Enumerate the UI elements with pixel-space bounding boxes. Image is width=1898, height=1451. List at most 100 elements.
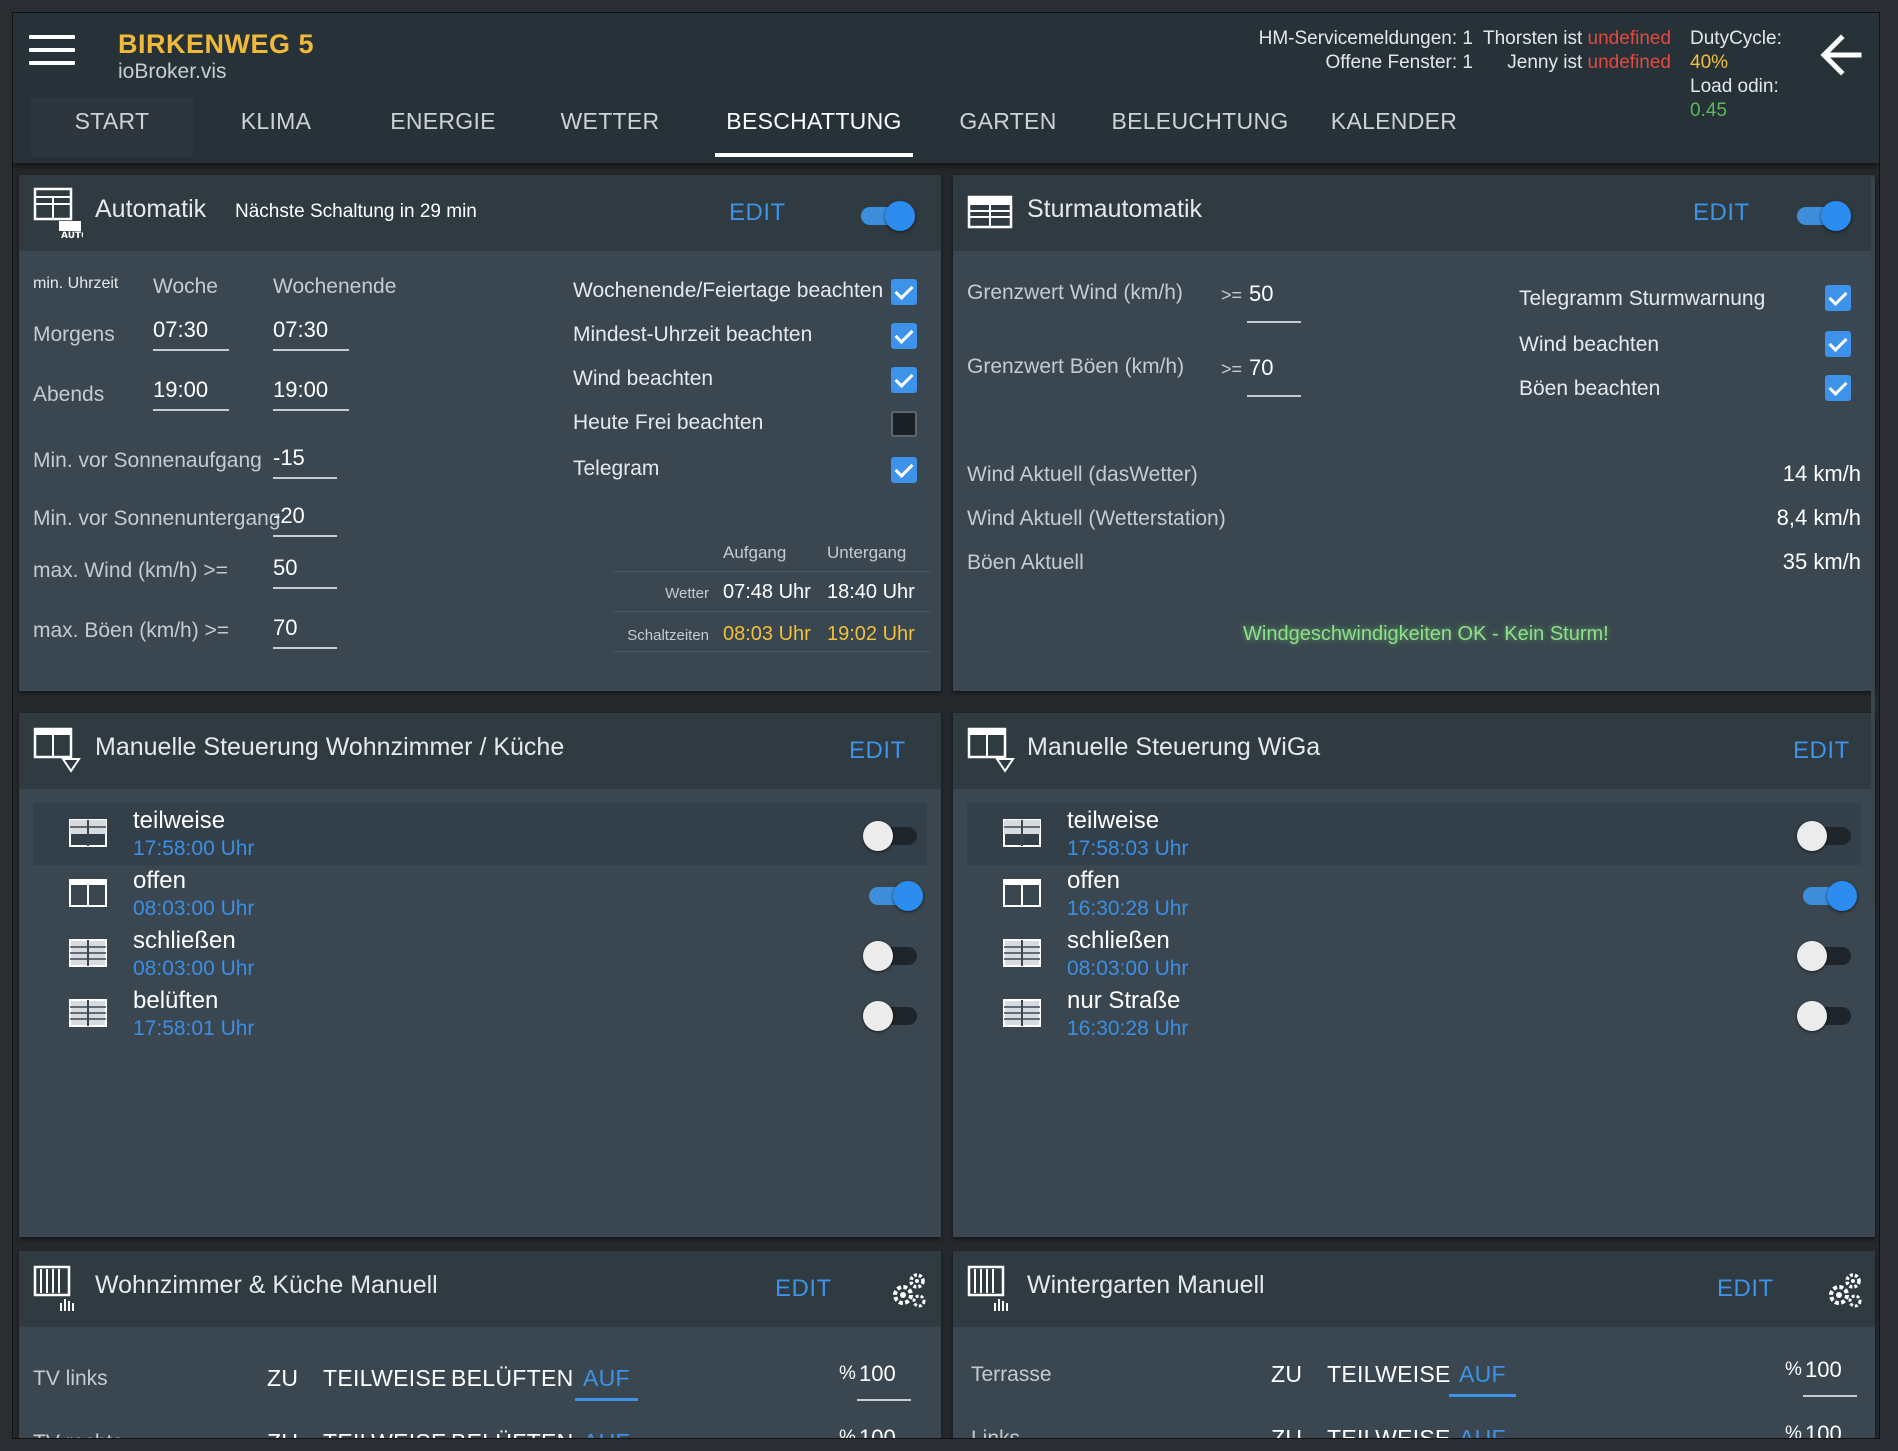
manual-wz-toggle-offen[interactable] [865,879,923,911]
open-windows-text: Offene Fenster: 1 [1325,52,1473,73]
wg-row-btn-teilweise[interactable]: TEILWEISE [1327,1425,1451,1439]
wg-row-btn-zu[interactable]: ZU [1271,1425,1303,1439]
manual-wiga-row-highlight [967,803,1861,865]
wg-row-pct-input[interactable]: 100 [1805,1421,1842,1439]
wz-row-label: TV links [33,1367,108,1390]
load-value: 0.45 [1690,100,1727,121]
next-switch-note: Nächste Schaltung in 29 min [235,201,477,222]
manual-wiga-toggle-teilweise[interactable] [1797,819,1855,851]
weather-row-label: Wetter [665,585,709,602]
wind-limit-label: Grenzwert Wind (km/h) [967,281,1183,304]
wz-row-btn-auf[interactable]: AUF [575,1365,638,1401]
max-wind-input[interactable]: 50 [273,555,298,580]
manual-wz-edit-button[interactable]: EDIT [849,737,906,764]
automatik-toggle[interactable] [857,199,915,231]
scrollbar[interactable] [1871,177,1875,907]
weather-sunset: 18:40 Uhr [827,581,915,603]
gust-now-label: Böen Aktuell [967,551,1084,574]
wz-manual-edit-button[interactable]: EDIT [775,1275,832,1302]
sturm-toggle[interactable] [1793,199,1851,231]
tab-beleuchtung[interactable]: BELEUCHTUNG [1111,108,1289,134]
wg-row-pct-input[interactable]: 100 [1805,1357,1842,1382]
wg-row-btn-auf[interactable]: AUF [1459,1425,1506,1439]
manual-wz-item-time: 17:58:00 Uhr [133,837,255,860]
automatik-header: AUTO Automatik Nächste Schaltung in 29 m… [19,175,941,251]
app-window: BIRKENWEG 5 ioBroker.vis HM-Servicemeldu… [12,12,1880,1439]
gear-icon[interactable] [1825,1271,1863,1309]
jenny-status: undefined [1587,52,1671,73]
app-title: BIRKENWEG 5 [118,29,315,59]
wz-row-btn-belueften[interactable]: BELÜFTEN [451,1365,574,1391]
thorsten-status: undefined [1587,28,1672,49]
manual-wz-title: Manuelle Steuerung Wohnzimmer / Küche [95,733,565,761]
wz-row-pct-input[interactable]: 100 [859,1425,896,1439]
wg-row-btn-auf[interactable]: AUF [1449,1361,1516,1397]
automatik-title: Automatik [95,195,207,223]
blind-street-icon [1003,999,1041,1027]
manual-wiga-toggle-offen[interactable] [1799,879,1857,911]
wz-row-btn-auf[interactable]: AUF [583,1429,630,1438]
wz-row-pct-input[interactable]: 100 [859,1361,896,1386]
wg-row-pct-label: % [1785,1423,1802,1439]
check-storm-wind[interactable] [1825,331,1851,357]
max-gust-input[interactable]: 70 [273,615,298,640]
tab-garten[interactable]: GARTEN [959,108,1057,134]
manual-wz-item-name: offen [133,867,186,894]
manual-wiga-item-name: offen [1067,867,1120,894]
sunrise-offset-input[interactable]: -15 [273,445,305,470]
manual-wz-toggle-schliessen[interactable] [863,939,921,971]
sturm-header: Sturmautomatik EDIT [953,175,1875,251]
gear-icon[interactable] [889,1271,927,1309]
tab-klima[interactable]: KLIMA [240,108,312,134]
tab-start[interactable]: START [31,97,193,157]
manual-wz-toggle-belueften[interactable] [863,999,921,1031]
manual-wiga-toggle-nur-strasse[interactable] [1797,999,1855,1031]
evening-label: Abends [33,383,105,406]
check-mintime[interactable] [891,323,917,349]
wind-now-value: 14 km/h [1782,461,1861,486]
wg-row-btn-zu[interactable]: ZU [1271,1361,1303,1387]
check-storm-gust[interactable] [1825,375,1851,401]
sunset-underline [273,535,337,537]
sunset-offset-input[interactable]: -20 [273,503,305,528]
wz-row-btn-teilweise[interactable]: TEILWEISE [323,1365,447,1391]
blind-closed-icon [69,939,107,967]
check-weekend[interactable] [891,279,917,305]
wz-row-btn-zu[interactable]: ZU [267,1429,298,1438]
sun-head-set: Untergang [827,543,907,562]
wg-manual-edit-button[interactable]: EDIT [1717,1275,1774,1302]
max-wind-underline [273,587,337,589]
morning-week-input[interactable]: 07:30 [153,317,209,342]
wz-row-btn-zu[interactable]: ZU [267,1365,299,1391]
back-arrow-icon[interactable] [1813,27,1869,83]
evening-week-input[interactable]: 19:00 [153,377,209,402]
check-wind[interactable] [891,367,917,393]
manual-wz-item-name: teilweise [133,807,226,834]
morning-weekend-input[interactable]: 07:30 [273,317,329,342]
evening-week-underline [153,409,229,411]
wg-row-btn-teilweise[interactable]: TEILWEISE [1327,1361,1451,1387]
check-storm-telegram[interactable] [1825,285,1851,311]
check-dayoff[interactable] [891,411,917,437]
automatik-edit-button[interactable]: EDIT [729,199,786,226]
tab-energie[interactable]: ENERGIE [390,108,496,134]
evening-weekend-input[interactable]: 19:00 [273,377,329,402]
tab-beschattung[interactable]: BESCHATTUNG [715,97,913,157]
wind-limit-input[interactable]: 50 [1249,281,1274,306]
sunrise-underline [273,477,337,479]
tab-wetter[interactable]: WETTER [560,108,660,134]
gust-limit-input[interactable]: 70 [1249,355,1274,380]
wz-row-btn-belueften[interactable]: BELÜFTEN [451,1429,574,1438]
manual-wz-toggle-teilweise[interactable] [863,819,921,851]
manual-wiga-edit-button[interactable]: EDIT [1793,737,1850,764]
menu-icon[interactable] [29,35,75,69]
sun-table-divider2 [613,611,931,612]
manual-wiga-toggle-schliessen[interactable] [1797,939,1855,971]
max-wind-label: max. Wind (km/h) >= [33,559,228,582]
check-telegram[interactable] [891,457,917,483]
manual-wiga-title: Manuelle Steuerung WiGa [1027,733,1321,761]
tab-kalender[interactable]: KALENDER [1330,108,1458,134]
check-storm-wind-label: Wind beachten [1519,333,1660,356]
wz-row-btn-teilweise[interactable]: TEILWEISE [323,1429,447,1438]
sturm-edit-button[interactable]: EDIT [1693,199,1750,226]
